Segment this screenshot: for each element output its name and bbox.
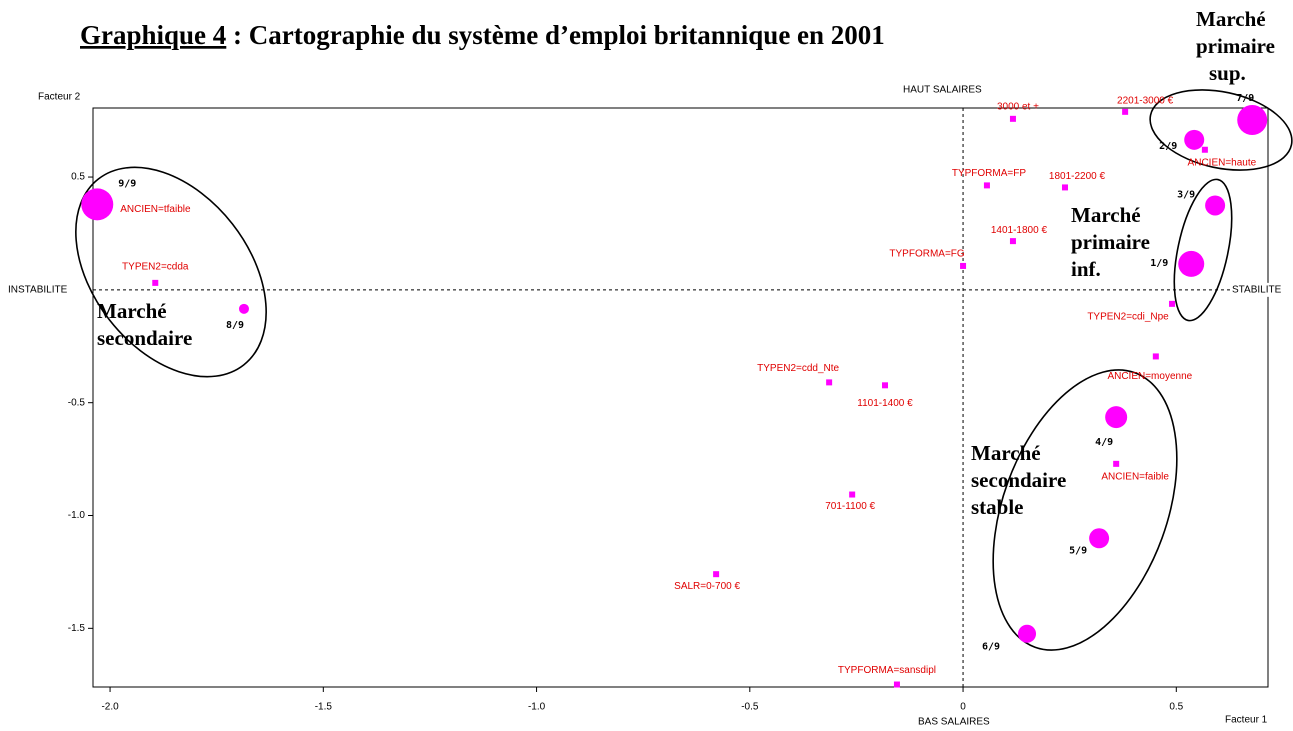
x-tick-label: -1.0 bbox=[528, 702, 546, 713]
cluster-ellipse bbox=[75, 166, 267, 378]
y-tick-label: 0.5 bbox=[71, 172, 85, 183]
axis-end-left: INSTABILITE bbox=[8, 285, 68, 296]
point-label: TYPEN2=cdi_Npe bbox=[1087, 311, 1169, 322]
point-label: 701-1100 € bbox=[825, 501, 875, 512]
class-point bbox=[238, 303, 249, 314]
point-label: 3000 et + bbox=[997, 101, 1039, 112]
x-tick-label: -1.5 bbox=[315, 702, 333, 713]
plot-frame bbox=[92, 107, 1269, 688]
point-label: TYPFORMA=FP bbox=[952, 168, 1027, 179]
point-label: 1401-1800 € bbox=[991, 225, 1048, 236]
modality-point bbox=[960, 262, 967, 269]
point-label: 9/9 bbox=[118, 178, 136, 189]
annotation: secondaire bbox=[971, 468, 1066, 492]
point-label: 1101-1400 € bbox=[857, 398, 913, 409]
point-label: TYPFORMA=FG bbox=[889, 249, 965, 260]
modality-point bbox=[713, 571, 720, 578]
point-label: 1/9 bbox=[1150, 258, 1168, 269]
axis-end-top: HAUT SALAIRES bbox=[903, 85, 982, 96]
cluster-ellipse bbox=[1173, 178, 1233, 322]
modality-point bbox=[1113, 460, 1120, 467]
y-tick-label: -1.0 bbox=[68, 510, 86, 521]
modality-point bbox=[1152, 353, 1159, 360]
point-label: 4/9 bbox=[1095, 437, 1113, 448]
annotation: Marché bbox=[971, 441, 1041, 465]
class-point bbox=[1237, 104, 1268, 135]
axis-end-right: STABILITE bbox=[1232, 285, 1282, 296]
point-label: SALR=0-700 € bbox=[674, 581, 740, 592]
class-point bbox=[1205, 195, 1226, 216]
x-tick-label: -2.0 bbox=[101, 702, 119, 713]
point-label: ANCIEN=faible bbox=[1101, 471, 1169, 482]
point-label: TYPFORMA=sansdipl bbox=[838, 665, 936, 676]
class-point bbox=[1105, 406, 1128, 429]
y-tick-label: -0.5 bbox=[68, 397, 86, 408]
point-label: 5/9 bbox=[1069, 545, 1087, 556]
annotation: stable bbox=[971, 495, 1024, 519]
point-label: 8/9 bbox=[226, 320, 244, 331]
chart-title: Graphique 4 : Cartographie du système d’… bbox=[80, 20, 885, 50]
x-tick-label: 0 bbox=[960, 702, 966, 713]
modality-point bbox=[1201, 146, 1208, 153]
label-bg bbox=[1231, 282, 1293, 297]
point-label: TYPEN2=cdda bbox=[122, 262, 189, 273]
annotation: Marché bbox=[1196, 7, 1266, 31]
x-tick-label: 0.5 bbox=[1169, 702, 1183, 713]
point-label: 6/9 bbox=[982, 642, 1000, 653]
point-label: 3/9 bbox=[1177, 189, 1195, 200]
class-point bbox=[1018, 624, 1037, 643]
annotation: inf. bbox=[1071, 257, 1101, 281]
class-point bbox=[81, 188, 114, 221]
modality-point bbox=[1009, 238, 1016, 245]
point-label: ANCIEN=moyenne bbox=[1107, 371, 1192, 382]
title-label: Graphique 4 bbox=[80, 20, 226, 50]
modality-point bbox=[882, 382, 889, 389]
x-axis-label: Facteur 1 bbox=[1225, 715, 1268, 726]
class-point bbox=[1089, 528, 1110, 549]
modality-point bbox=[1061, 184, 1068, 191]
modality-point bbox=[983, 182, 990, 189]
point-label: 2/9 bbox=[1159, 141, 1177, 152]
annotation: secondaire bbox=[97, 326, 192, 350]
point-label: 2201-3000 € bbox=[1117, 95, 1174, 106]
modality-point bbox=[1009, 115, 1016, 122]
modality-point bbox=[826, 379, 833, 386]
annotation: Marché bbox=[97, 299, 167, 323]
point-label: 1801-2200 € bbox=[1049, 171, 1106, 182]
class-point bbox=[1184, 129, 1205, 150]
y-tick-label: -1.5 bbox=[68, 623, 86, 634]
cluster-ellipse bbox=[1149, 89, 1293, 171]
annotation: Marché bbox=[1071, 203, 1141, 227]
modality-point bbox=[152, 279, 159, 286]
modality-point bbox=[1122, 108, 1129, 115]
annotation: primaire bbox=[1196, 34, 1275, 58]
title-text: : Cartographie du système d’emploi brita… bbox=[226, 20, 885, 50]
point-label: ANCIEN=haute bbox=[1188, 157, 1257, 168]
modality-point bbox=[893, 681, 900, 688]
point-label: ANCIEN=tfaible bbox=[120, 204, 191, 215]
modality-point bbox=[849, 491, 856, 498]
modality-point bbox=[1169, 300, 1176, 307]
y-axis-label: Facteur 2 bbox=[38, 92, 81, 103]
axis-end-bottom: BAS SALAIRES bbox=[918, 717, 990, 728]
cluster-ellipse bbox=[992, 369, 1178, 651]
point-label: 7/9 bbox=[1236, 93, 1254, 104]
x-tick-label: -0.5 bbox=[741, 702, 759, 713]
class-point bbox=[1178, 250, 1205, 277]
annotation: sup. bbox=[1209, 61, 1246, 85]
point-label: TYPEN2=cdd_Nte bbox=[757, 363, 839, 374]
annotation: primaire bbox=[1071, 230, 1150, 254]
